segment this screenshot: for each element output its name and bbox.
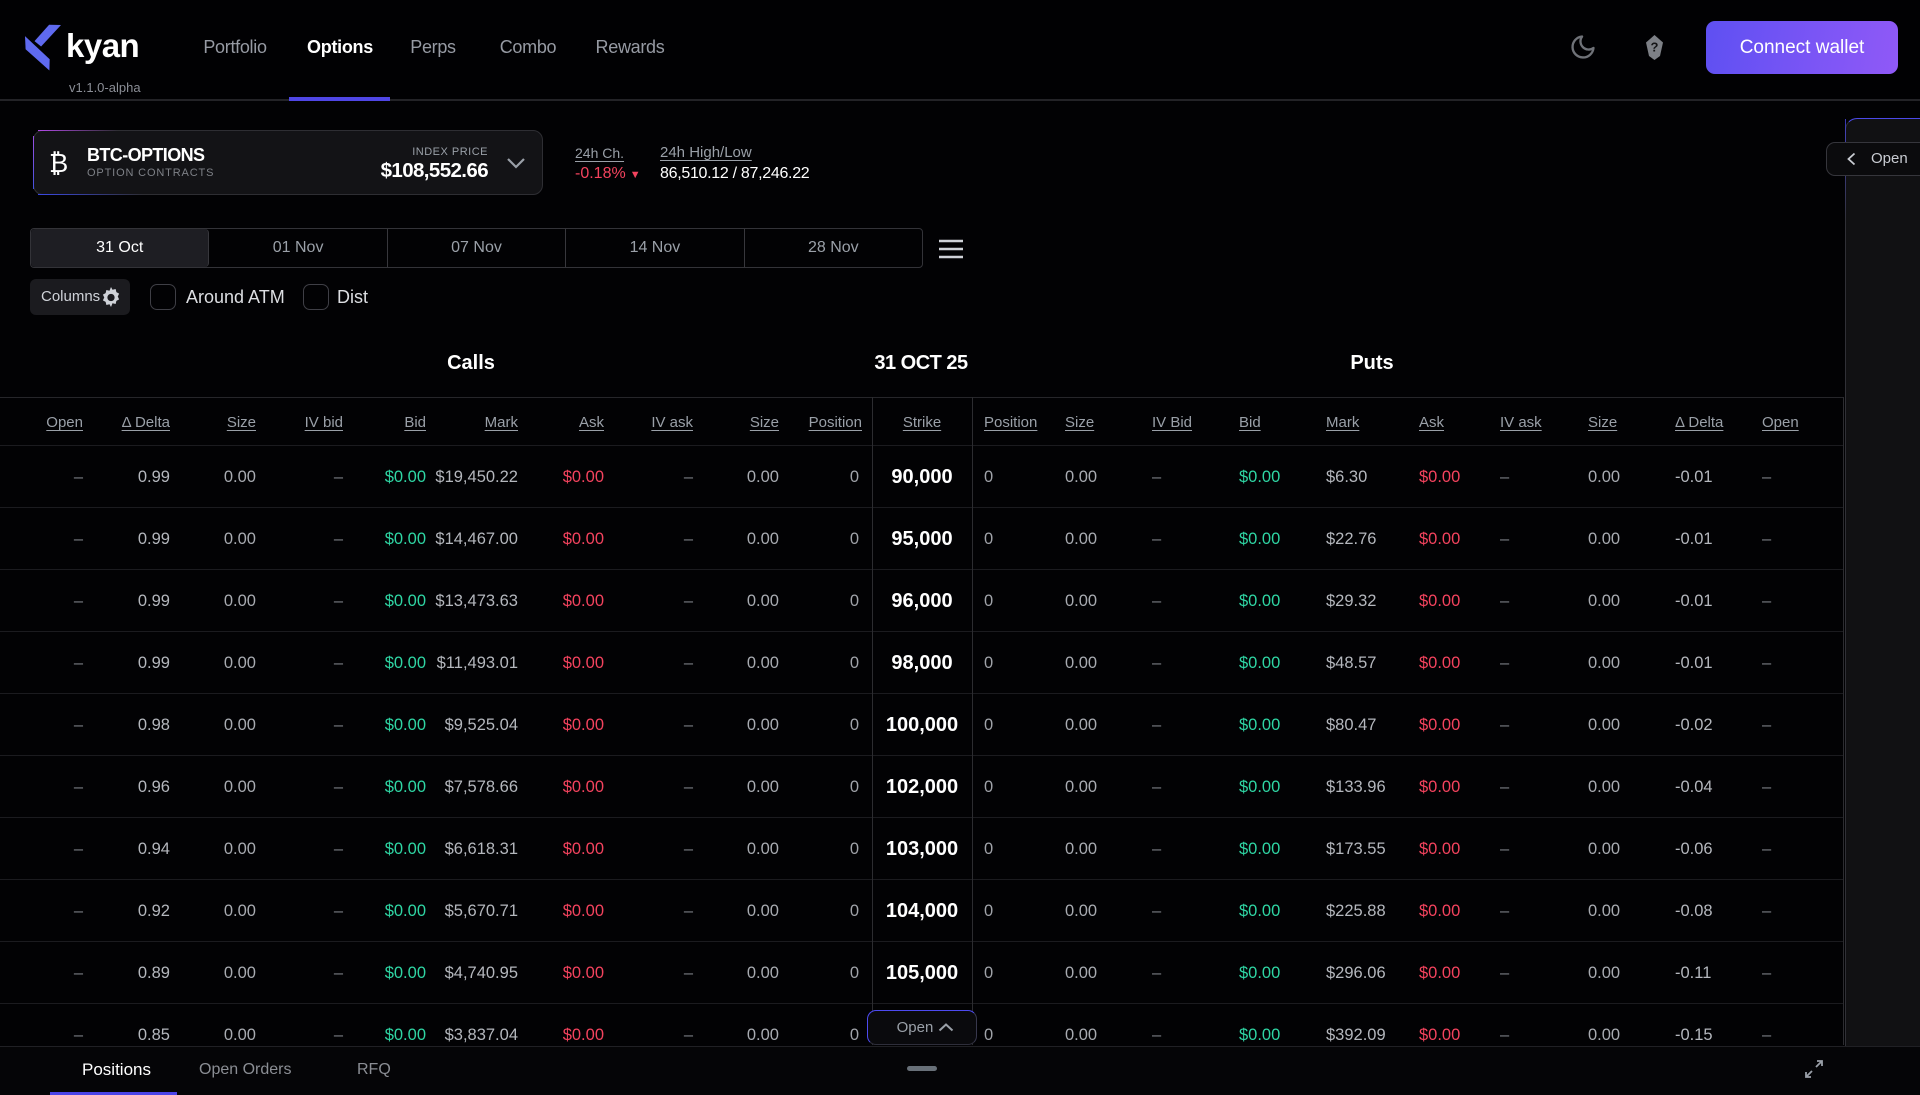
svg-text:?: ? (1651, 40, 1659, 55)
